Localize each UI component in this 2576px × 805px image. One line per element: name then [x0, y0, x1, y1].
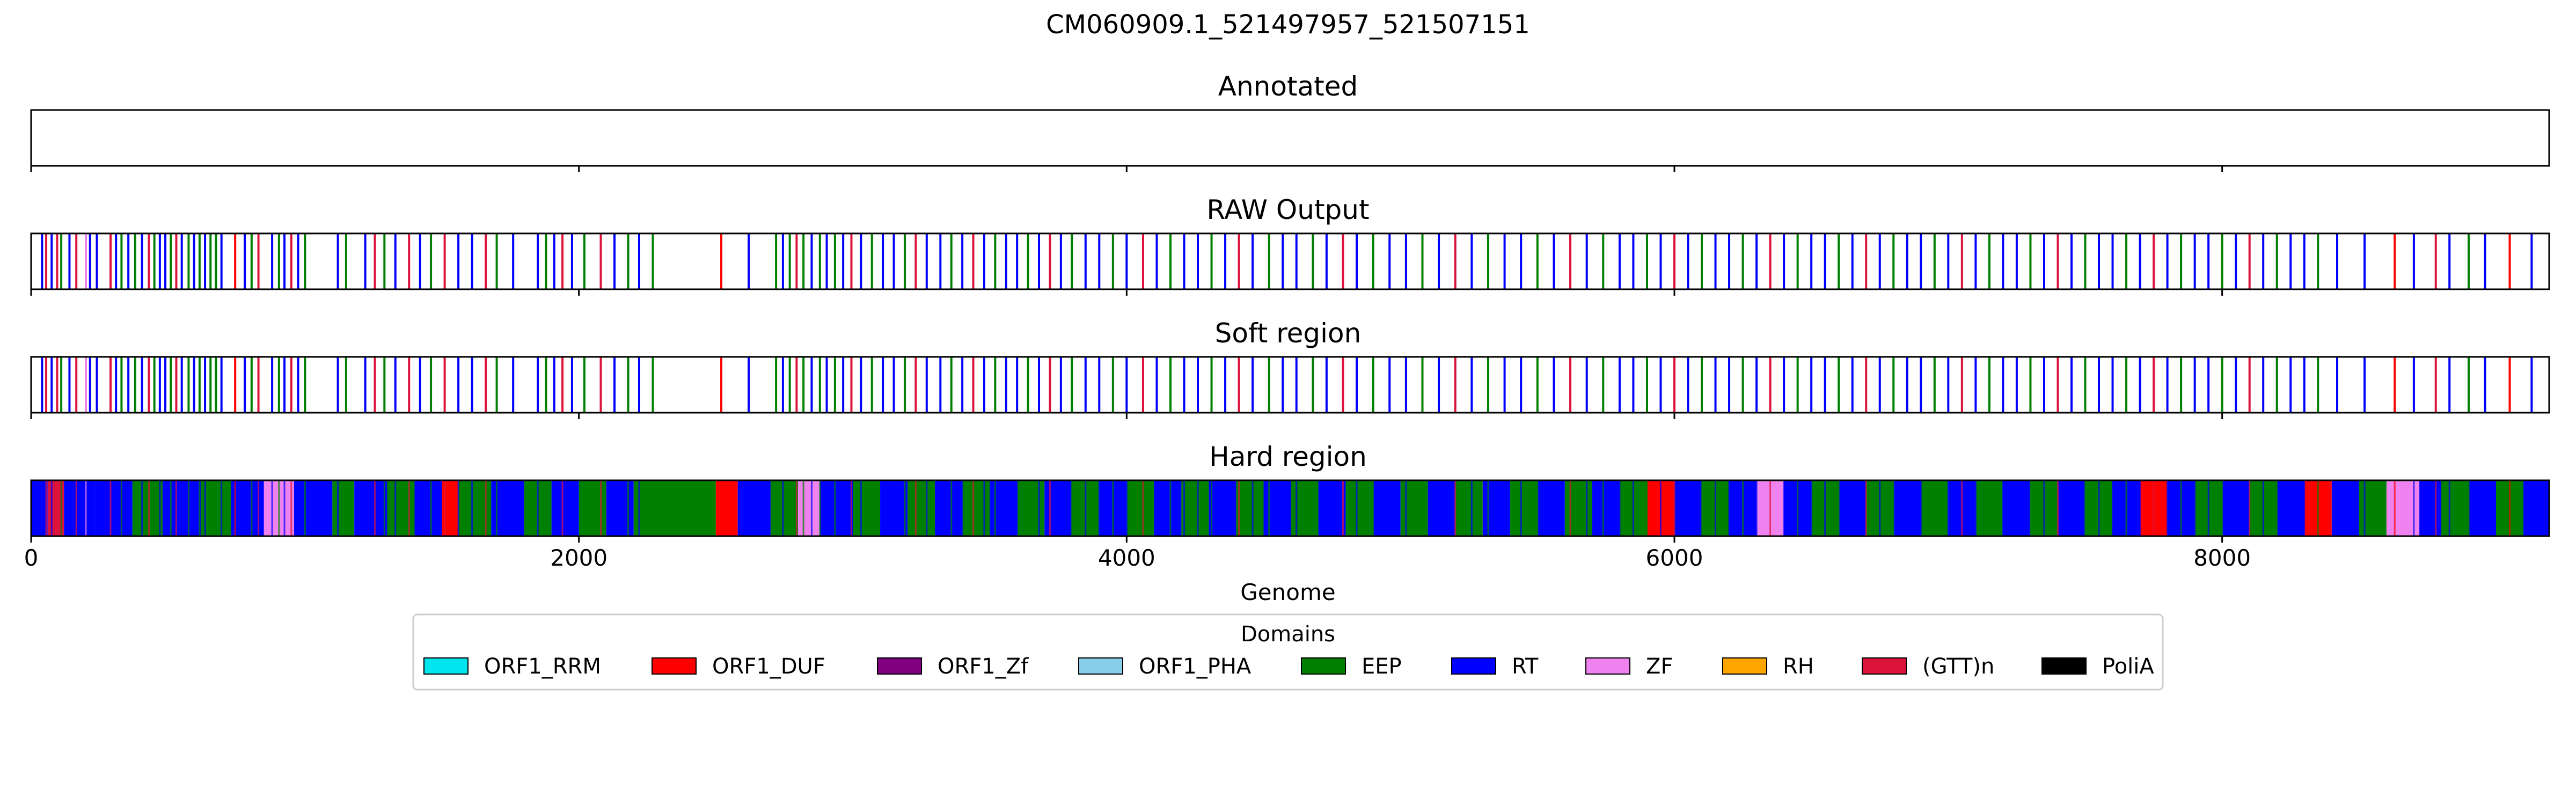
x-tick-label: 4000: [1098, 545, 1155, 571]
domain-block: [579, 480, 606, 536]
legend-swatch: [1301, 657, 1346, 675]
legend-swatch: [652, 657, 697, 675]
domain-block: [990, 480, 1018, 536]
figure-title: CM060909.1_521497957_521507151: [1046, 10, 1530, 40]
domain-block: [1126, 480, 1154, 536]
panel-title-hard-region: Hard region: [1209, 441, 1367, 472]
legend-label: ORF1_RRM: [484, 654, 601, 679]
panel-soft-region: Soft region: [30, 318, 2550, 419]
domain-block: [1428, 480, 1455, 536]
legend-swatch: [1862, 657, 1907, 675]
domain-block: [770, 480, 798, 536]
panel-frame-annotated: [30, 109, 2550, 167]
domain-block: [1537, 480, 1565, 536]
panel-title-soft-region: Soft region: [1215, 318, 1362, 349]
x-axis-label: Genome: [1240, 579, 1335, 605]
domain-block: [1318, 480, 1346, 536]
panel-hard-region: Hard region: [30, 441, 2550, 543]
domain-block: [1373, 480, 1401, 536]
domain-block: [332, 480, 355, 536]
domain-block: [132, 480, 163, 536]
domain-block: [797, 480, 820, 536]
panel-title-annotated: Annotated: [1218, 71, 1358, 102]
domain-block: [1154, 480, 1182, 536]
domain-block: [1017, 480, 1045, 536]
x-tick-label: 6000: [1646, 545, 1703, 571]
panel-raw-output: RAW Output: [30, 194, 2550, 296]
panel-title-raw-output: RAW Output: [1206, 194, 1369, 225]
domain-block: [935, 480, 963, 536]
legend-swatch: [1451, 657, 1496, 675]
domain-block: [1345, 480, 1373, 536]
legend-label: ORF1_PHA: [1139, 654, 1252, 679]
domain-block: [2441, 480, 2469, 536]
domain-block: [908, 480, 935, 536]
legend-swatch: [1722, 657, 1767, 675]
domain-block: [737, 480, 771, 536]
domain-block: [852, 480, 881, 536]
domain-block: [387, 480, 415, 536]
domain-block: [414, 480, 442, 536]
legend-label: RH: [1783, 654, 1814, 679]
legend-swatch: [1585, 657, 1630, 675]
panel-annotated: Annotated: [30, 71, 2550, 172]
domain-block: [1209, 480, 1236, 536]
domain-block: [1564, 480, 1592, 536]
legend-swatch: [423, 657, 469, 675]
domain-block: [1400, 480, 1428, 536]
legend-label: PoliA: [2102, 654, 2154, 679]
legend-label: ORF1_Zf: [938, 654, 1029, 679]
domain-block: [1236, 480, 1264, 536]
legend-swatch: [877, 657, 922, 675]
domain-block: [1455, 480, 1483, 536]
x-tick-label: 0: [24, 545, 39, 571]
domain-block: [2359, 480, 2387, 536]
domain-block: [1263, 480, 1291, 536]
domain-block: [551, 480, 579, 536]
panel-frame-soft-region: [30, 356, 2550, 414]
domain-block: [94, 480, 133, 536]
panel-frame-hard-region: [30, 479, 2550, 537]
domain-block: [2523, 480, 2549, 536]
domain-block: [31, 480, 48, 536]
x-tick-label: 2000: [550, 545, 608, 571]
x-tick-label: 8000: [2193, 545, 2251, 571]
domain-block: [1181, 480, 1209, 536]
domain-block: [1044, 480, 1072, 536]
domain-block: [2468, 480, 2496, 536]
legend-title: Domains: [1241, 622, 1335, 647]
domain-block: [1592, 480, 1620, 536]
domain-block: [2419, 480, 2441, 536]
legend-label: ORF1_DUF: [712, 654, 825, 679]
domain-block: [2331, 480, 2359, 536]
legend-label: (GTT)n: [1922, 654, 1994, 679]
domain-block: [819, 480, 853, 536]
legend: Domains ORF1_RRM ORF1_DUF ORF1_Zf ORF1_PHA E…: [412, 613, 2164, 691]
domain-block: [1291, 480, 1319, 536]
legend-label: EEP: [1362, 654, 1402, 679]
domain-block: [294, 480, 333, 536]
legend-swatch: [1078, 657, 1123, 675]
domain-block: [715, 480, 738, 536]
domain-block: [962, 480, 990, 536]
domain-block: [354, 480, 387, 536]
x-axis-tick-labels: 0 2000 4000 6000 8000: [24, 545, 2251, 571]
domain-block: [606, 480, 634, 536]
panel-frame-raw-output: [30, 232, 2550, 290]
domain-block: [1482, 480, 1510, 536]
domain-block: [633, 480, 716, 536]
legend-swatch: [2041, 657, 2087, 675]
domain-block: [1510, 480, 1538, 536]
legend-label: RT: [1512, 654, 1539, 679]
legend-label: ZF: [1646, 654, 1673, 679]
